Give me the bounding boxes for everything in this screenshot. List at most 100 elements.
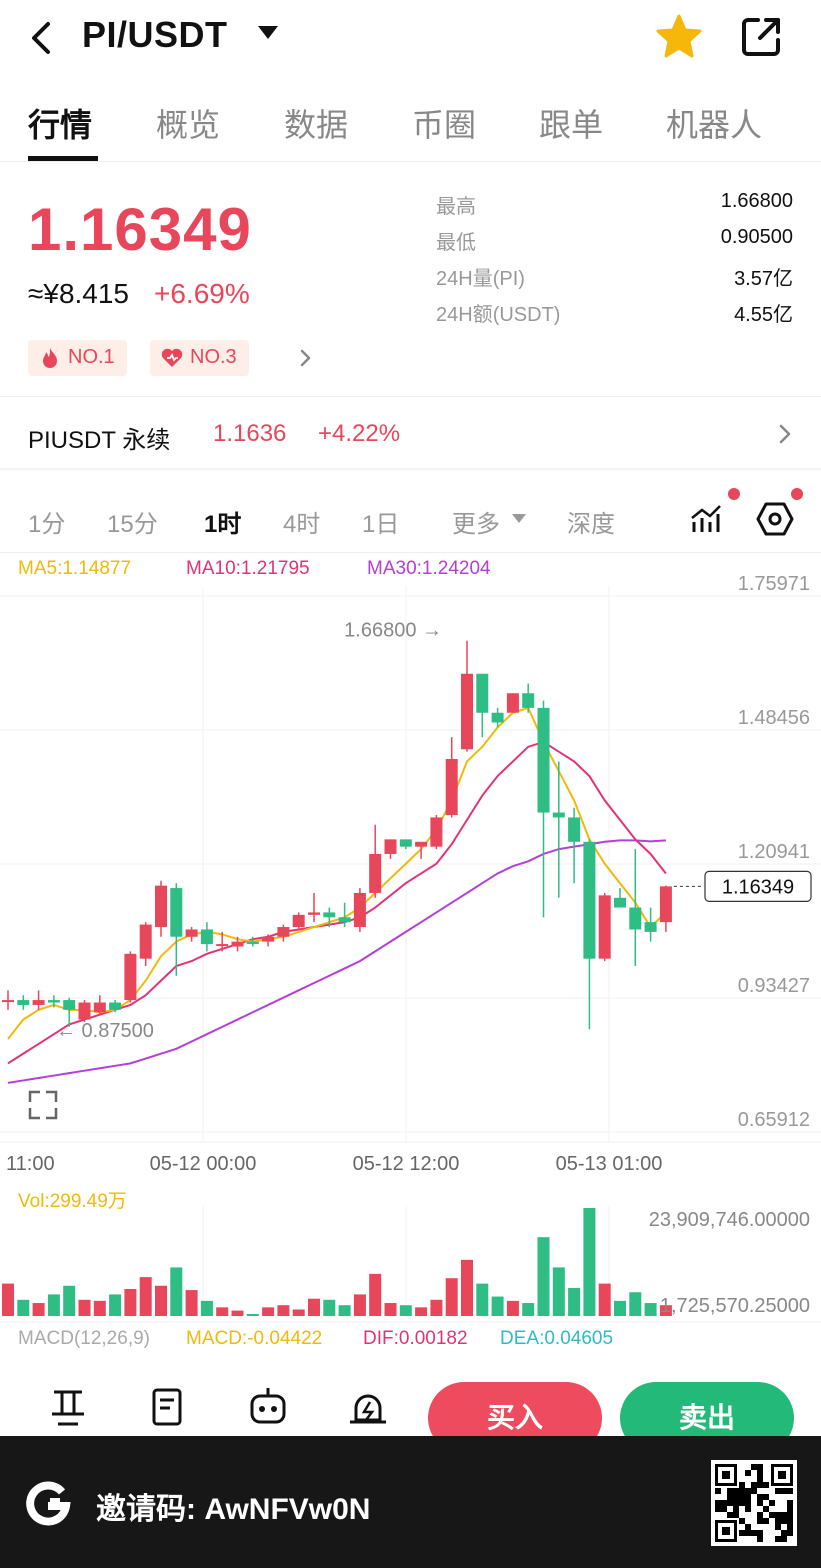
flame-icon [43, 348, 57, 368]
interval-1m[interactable]: 1分 [28, 511, 66, 538]
candle [415, 841, 428, 859]
back-icon[interactable] [24, 14, 60, 62]
macd-value: MACD:-0.04422 [186, 1328, 323, 1349]
candle [63, 997, 76, 1027]
volume-axis-label: 23,909,746.00000 [649, 1209, 810, 1231]
divider [0, 468, 821, 470]
candle [246, 936, 259, 947]
rank-badge-hot[interactable]: NO.1 [28, 340, 127, 376]
volume-bar [644, 1303, 657, 1316]
pair-title[interactable]: PI/USDT [82, 14, 228, 55]
stat-vol-value: 3.57亿 [734, 268, 793, 290]
tab-community[interactable]: 币圈 [412, 107, 477, 143]
candle-body [384, 839, 397, 854]
share-icon[interactable] [738, 14, 784, 60]
qr-code [711, 1460, 797, 1546]
interval-1d[interactable]: 1日 [362, 511, 400, 538]
candle [292, 912, 305, 930]
chart-grid [0, 586, 821, 1323]
alert-icon[interactable] [338, 1384, 398, 1434]
favorite-star-icon[interactable] [654, 14, 704, 60]
candle [277, 924, 290, 942]
more-caret-icon[interactable] [512, 514, 526, 523]
pair-dropdown-icon[interactable] [258, 26, 278, 39]
interval-1h[interactable]: 1时 [204, 511, 242, 538]
volume-bar [415, 1307, 428, 1316]
volume-bar [63, 1285, 76, 1316]
perpetual-name[interactable]: PIUSDT 永续 [28, 427, 171, 454]
expand-icon [28, 1090, 40, 1102]
current-price-box [704, 870, 812, 902]
candle-body [292, 914, 305, 928]
volume-bar [109, 1294, 122, 1316]
volume-bar [93, 1300, 106, 1316]
interval-more[interactable]: 更多 [452, 511, 500, 538]
perpetual-change: +4.22% [318, 420, 401, 447]
heart-icon [161, 348, 183, 367]
price-change: +6.69% [154, 278, 250, 309]
chevron-right-icon[interactable] [776, 420, 794, 448]
candles [2, 640, 672, 1030]
rank-badge-fav[interactable]: NO.3 [150, 340, 249, 376]
settings-hex-icon[interactable] [756, 500, 794, 538]
stat-amount-value: 4.55亿 [734, 304, 793, 326]
tab-overview[interactable]: 概览 [156, 107, 221, 143]
interval-15m[interactable]: 15分 [107, 511, 158, 538]
candle-body [262, 936, 275, 942]
robot-icon[interactable] [238, 1384, 298, 1434]
volume-bar [491, 1296, 504, 1316]
candle-body [63, 1000, 76, 1010]
volume-bar [552, 1267, 565, 1316]
notification-dot [791, 488, 803, 500]
expand-icon [46, 1090, 58, 1102]
tab-market[interactable]: 行情 [28, 107, 93, 143]
volume-bar [277, 1305, 290, 1316]
kline-chart[interactable]: 1.75971 1.48456 1.20941 0.93427 0.65912 11:00… [0, 556, 821, 1336]
candle [155, 880, 167, 937]
candle-body [17, 1000, 30, 1005]
divider [0, 396, 821, 397]
volume-bar [124, 1289, 137, 1316]
candle-body [537, 707, 550, 813]
tab-data[interactable]: 数据 [284, 107, 349, 143]
candle-body [323, 912, 336, 918]
leverage-icon[interactable] [38, 1384, 98, 1434]
candle [659, 885, 672, 932]
volume-bar [506, 1300, 519, 1316]
candle [47, 995, 60, 1008]
candle-body [445, 759, 458, 816]
candle [598, 892, 611, 962]
chevron-right-icon[interactable] [296, 346, 314, 370]
tab-copy-trade[interactable]: 跟单 [539, 107, 604, 143]
depth-tab[interactable]: 深度 [567, 511, 615, 538]
candle-body [644, 922, 657, 932]
candle [32, 990, 45, 1010]
candle-body [338, 917, 351, 923]
candle [200, 922, 213, 952]
y-axis-label: 1.75971 [738, 573, 810, 595]
contract-icon[interactable] [138, 1384, 198, 1434]
expand-icon [46, 1108, 58, 1120]
low-marker: ← 0.87500 [56, 1020, 154, 1042]
ma5-legend: MA5:1.14877 [18, 558, 132, 579]
stat-low-value: 0.90500 [720, 226, 793, 248]
active-tab-indicator [28, 156, 98, 161]
volume-bar [598, 1283, 611, 1316]
volume-bar [262, 1307, 275, 1316]
candle-body [93, 1002, 106, 1013]
expand-icon[interactable] [28, 1090, 58, 1120]
candle-body [185, 929, 198, 937]
tab-bot[interactable]: 机器人 [666, 107, 763, 143]
candle [522, 683, 535, 713]
x-axis-label: 05-13 01:00 [556, 1153, 663, 1175]
indicator-chart-icon[interactable] [688, 500, 724, 536]
x-axis-label: 11:00 [6, 1153, 55, 1175]
volume-bar [47, 1294, 60, 1316]
candle-body [461, 673, 473, 750]
volume-legend: Vol:299.49万 [18, 1191, 127, 1212]
candle [93, 995, 106, 1015]
candle-body [139, 924, 152, 959]
volume-axis-label: 1,725,570.25000 [660, 1295, 810, 1317]
volume-bar [338, 1305, 351, 1316]
interval-4h[interactable]: 4时 [283, 511, 321, 538]
